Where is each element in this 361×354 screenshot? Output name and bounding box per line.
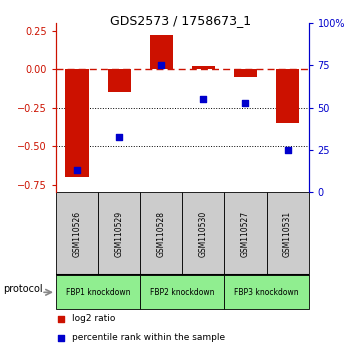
Bar [266,193,309,275]
Bar [98,193,140,275]
Point [58,335,64,340]
Bar [182,193,225,275]
Text: percentile rank within the sample: percentile rank within the sample [72,333,226,342]
Bar [140,275,225,309]
Text: GSM110527: GSM110527 [241,211,250,257]
Bar [140,193,182,275]
Point [58,316,64,321]
Point [200,96,206,102]
Text: log2 ratio: log2 ratio [72,314,116,323]
Bar [56,275,140,309]
Point [116,134,122,139]
Bar [276,69,299,123]
Point [285,147,291,153]
Bar [225,193,266,275]
Bar [108,69,131,92]
Text: GSM110526: GSM110526 [73,211,82,257]
Bar [192,66,215,69]
Bar [65,69,88,177]
Point [74,168,80,173]
Text: FBP3 knockdown: FBP3 knockdown [234,288,299,297]
Text: GSM110531: GSM110531 [283,211,292,257]
Text: GSM110528: GSM110528 [157,211,166,257]
Text: FBP2 knockdown: FBP2 knockdown [150,288,214,297]
Text: GSM110530: GSM110530 [199,211,208,257]
Bar [234,69,257,77]
Bar [225,275,309,309]
Bar [150,35,173,69]
Text: FBP1 knockdown: FBP1 knockdown [66,288,130,297]
Text: GDS2573 / 1758673_1: GDS2573 / 1758673_1 [110,14,251,27]
Text: protocol: protocol [4,284,43,294]
Point [243,100,248,105]
Text: GSM110529: GSM110529 [115,211,123,257]
Bar [56,193,98,275]
Point [158,63,164,68]
